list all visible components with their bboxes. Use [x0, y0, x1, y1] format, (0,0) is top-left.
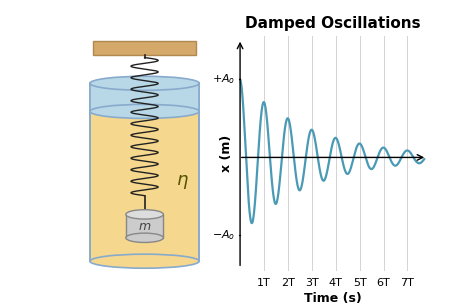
- Text: $-A_o$: $-A_o$: [212, 229, 236, 242]
- FancyBboxPatch shape: [93, 41, 196, 55]
- X-axis label: Time (s): Time (s): [304, 292, 362, 304]
- Ellipse shape: [126, 233, 164, 243]
- Bar: [126, 214, 164, 238]
- Title: Damped Oscillations: Damped Oscillations: [245, 16, 420, 31]
- Ellipse shape: [90, 254, 199, 268]
- Bar: [90, 83, 199, 261]
- Ellipse shape: [90, 76, 199, 90]
- Text: $+A_o$: $+A_o$: [212, 72, 236, 86]
- Ellipse shape: [90, 104, 199, 119]
- Bar: [90, 83, 199, 111]
- Text: $m$: $m$: [138, 219, 151, 233]
- Text: x (m): x (m): [220, 135, 233, 172]
- Text: $\eta$: $\eta$: [176, 173, 189, 191]
- Ellipse shape: [126, 210, 164, 219]
